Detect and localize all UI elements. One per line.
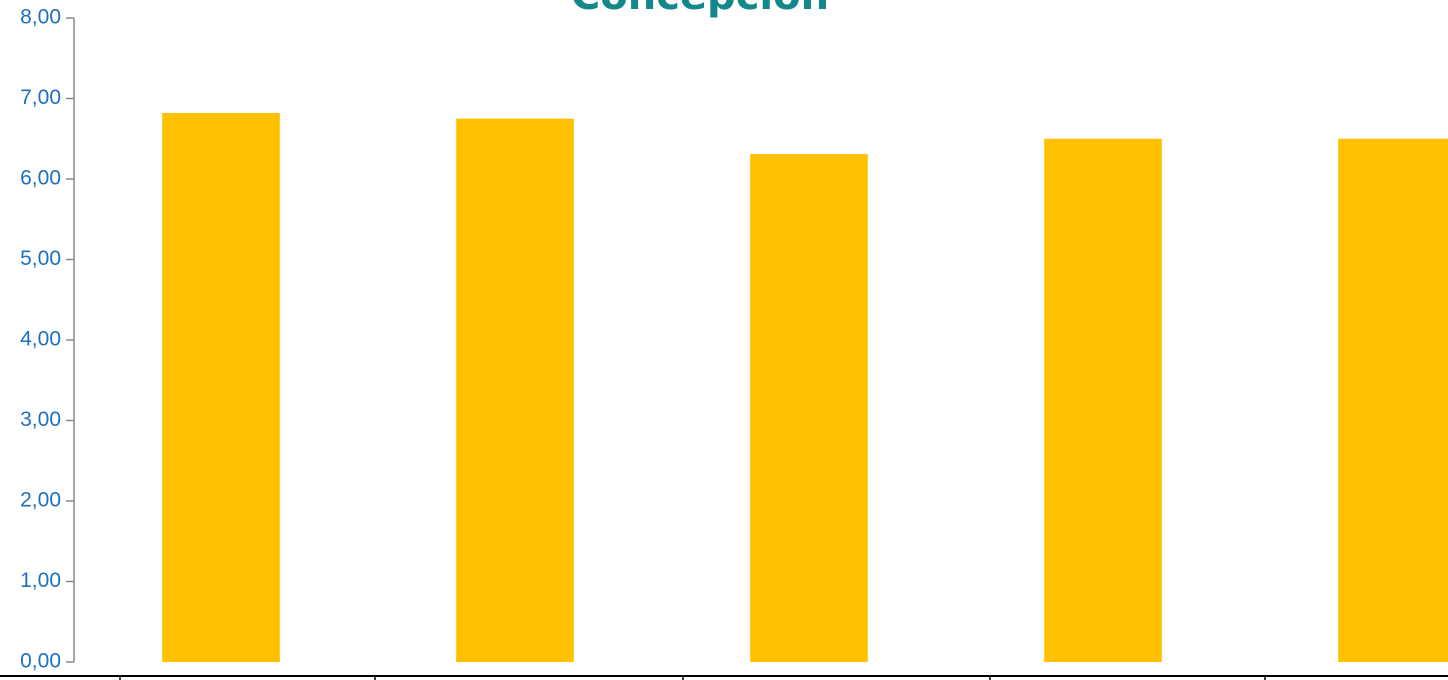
y-tick-label: 6,00 <box>20 167 61 190</box>
bar <box>456 118 574 662</box>
y-tick-label: 7,00 <box>20 86 61 109</box>
y-tick-label: 8,00 <box>20 6 61 29</box>
y-tick-label: 4,00 <box>20 328 61 351</box>
x-axis-ticks <box>119 676 1266 680</box>
y-tick-label: 1,00 <box>20 569 61 592</box>
y-tick-label: 0,00 <box>20 650 61 673</box>
bar <box>750 154 868 663</box>
y-tick-label: 5,00 <box>20 247 61 270</box>
bar <box>162 112 280 663</box>
y-tick-label: 2,00 <box>20 489 61 512</box>
bar <box>1338 138 1448 662</box>
y-tick-label: 3,00 <box>20 408 61 431</box>
bar <box>1044 138 1162 662</box>
chart-title: Concepción <box>571 0 829 19</box>
